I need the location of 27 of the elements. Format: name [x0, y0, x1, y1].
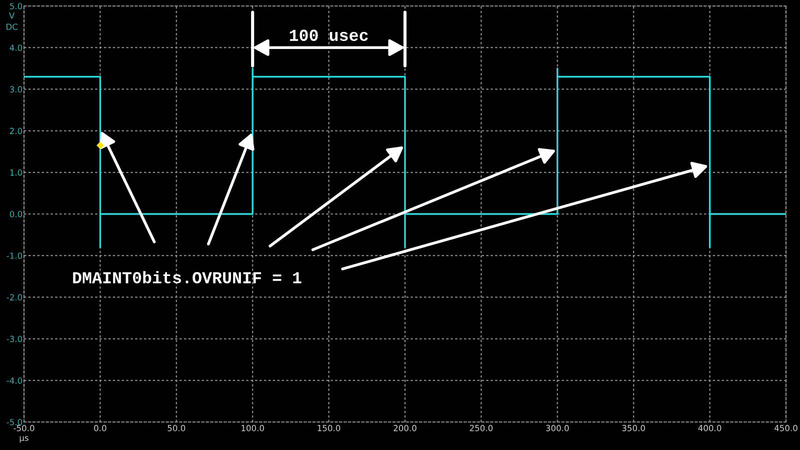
x-tick-label: 150.0 — [318, 424, 340, 432]
y-tick-label: -4.0 — [6, 377, 22, 384]
x-axis-title: µs — [20, 436, 28, 443]
x-tick-label: 250.0 — [470, 424, 493, 432]
x-tick-label: 300.0 — [546, 424, 569, 432]
y-tick-label: 4.0 — [10, 44, 22, 51]
x-tick-label: 350.0 — [622, 424, 645, 432]
y-tick-label: -5.0 — [6, 418, 22, 426]
y-tick-label: 2.0 — [10, 128, 22, 134]
x-tick-label: 0.0 — [94, 424, 106, 432]
x-tick-label: 400.0 — [698, 424, 722, 432]
y-tick-label: 1.0 — [10, 169, 22, 176]
x-tick-label: 50.0 — [168, 424, 186, 432]
line-series — [24, 68, 786, 248]
y-tick-label: -3.0 — [6, 336, 22, 342]
x-tick-label: 100.0 — [242, 424, 264, 432]
annotation: DMAINT0bits.OVRUNIF = 1 — [73, 271, 302, 284]
y-tick-label: -1.0 — [6, 252, 22, 259]
y-axis-title: V DC — [6, 12, 18, 30]
y-tick-label: 0.0 — [10, 210, 22, 218]
x-tick-label: 450.0 — [774, 424, 798, 432]
x-tick-label: 200.0 — [394, 424, 416, 432]
y-tick-label: -2.0 — [6, 294, 22, 300]
x-tick-label: -50.0 — [14, 424, 34, 432]
y-tick-label: 3.0 — [10, 86, 22, 92]
annotation: 100 usec — [290, 30, 368, 41]
y-tick-label: 5.0 — [10, 2, 22, 10]
